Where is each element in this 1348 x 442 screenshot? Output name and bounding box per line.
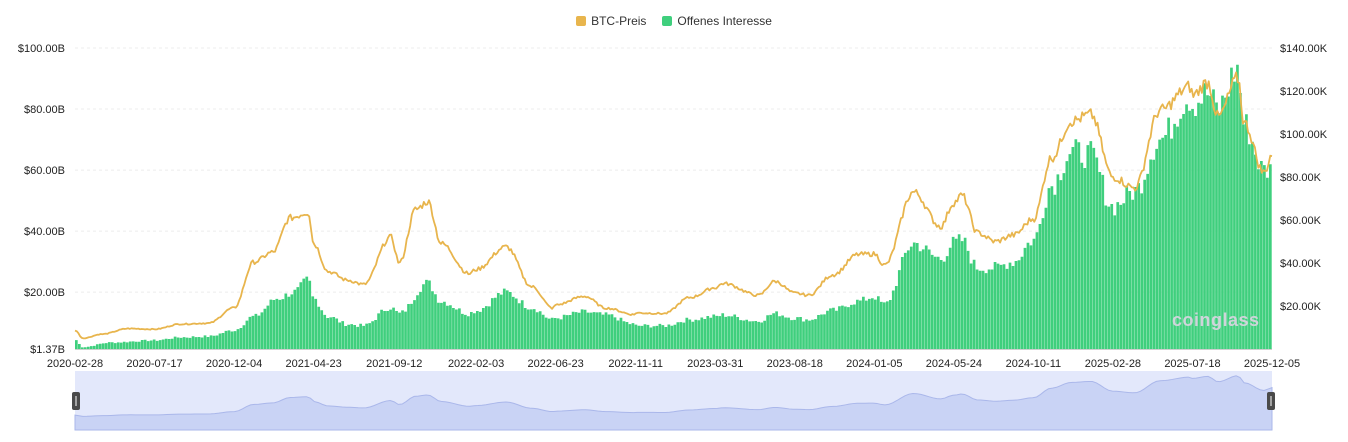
watermark-text: coinglass [1172,310,1260,330]
left-axis-tick-label: $1.37B [30,344,65,356]
price-line [74,71,1273,340]
x-axis-tick-label: 2020-07-17 [126,358,182,370]
legend-label-open-interest: Offenes Interesse [677,14,772,28]
x-axis-tick-label: 2022-02-03 [448,358,504,370]
right-axis-tick-label: $80.00K [1280,172,1322,184]
x-axis-tick-label: 2020-12-04 [206,358,262,370]
x-axis-tick-label: 2023-08-18 [767,358,823,370]
chart-legend: BTC-Preis Offenes Interesse [0,14,1348,28]
x-axis-tick-label: 2024-01-05 [846,358,902,370]
x-axis-tick-label: 2024-10-11 [1006,358,1061,370]
x-axis-tick-label: 2020-02-28 [47,358,103,370]
left-axis-tick-label: $100.00B [18,43,65,55]
x-axis-tick-label: 2024-05-24 [926,358,982,370]
left-axis-tick-label: $60.00B [24,165,65,177]
right-axis-tick-label: $100.00K [1280,129,1328,141]
x-axis-tick-label: 2025-02-28 [1085,358,1141,370]
x-axis-tick-label: 2025-12-05 [1244,358,1300,370]
right-axis: $20.00K $40.00K $60.00K $80.00K $100.00K $120… [1280,43,1328,313]
right-axis-tick-label: $140.00K [1280,43,1328,55]
x-axis-tick-label: 2021-04-23 [285,358,341,370]
range-navigator[interactable] [72,371,1275,431]
right-axis-tick-label: $40.00K [1280,258,1322,270]
left-axis-tick-label: $20.00B [24,287,65,299]
x-axis-tick-label: 2022-06-23 [527,358,583,370]
navigator-left-handle[interactable] [72,392,80,410]
x-axis: 2020-02-28 2020-07-17 2020-12-04 2021-04-23… [47,349,1300,370]
navigator-series [74,375,1273,431]
legend-label-price: BTC-Preis [591,14,647,28]
left-axis-tick-label: $40.00B [24,226,65,238]
x-axis-tick-label: 2023-03-31 [687,358,743,370]
left-axis: $1.37B $20.00B $40.00B $60.00B $80.00B $100.0… [18,43,65,356]
x-axis-tick-label: 2022-11-11 [608,358,663,370]
legend-item-open-interest[interactable]: Offenes Interesse [662,14,772,28]
price-series [74,71,1273,340]
open-interest-bars [75,64,1272,349]
legend-swatch-price [576,16,587,26]
legend-swatch-open-interest [662,16,673,26]
right-axis-tick-label: $120.00K [1280,86,1328,98]
legend-item-price[interactable]: BTC-Preis [576,14,646,28]
open-interest-series [75,64,1272,349]
navigator-right-handle[interactable] [1267,392,1275,410]
x-axis-tick-label: 2021-09-12 [366,358,422,370]
right-axis-tick-label: $20.00K [1280,301,1322,313]
left-axis-tick-label: $80.00B [24,104,65,116]
x-axis-tick-label: 2025-07-18 [1164,358,1220,370]
right-axis-tick-label: $60.00K [1280,215,1322,227]
